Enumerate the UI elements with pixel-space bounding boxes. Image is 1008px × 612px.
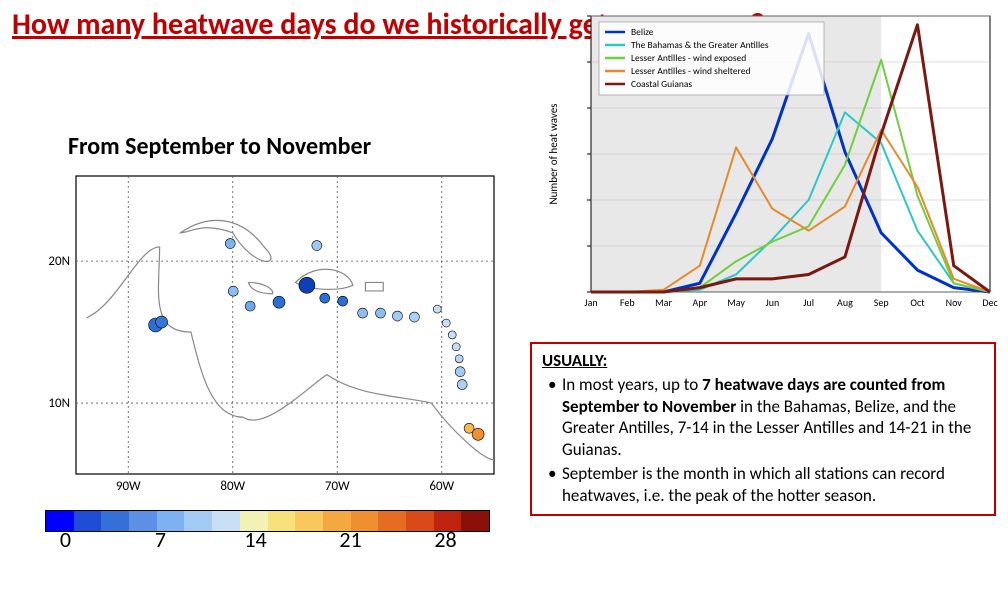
svg-text:Lesser Antilles - wind shelter: Lesser Antilles - wind sheltered (631, 65, 750, 77)
svg-text:Jan: Jan (584, 296, 597, 309)
svg-text:90W: 90W (116, 479, 141, 494)
svg-text:10N: 10N (48, 396, 70, 411)
svg-text:Nov: Nov (946, 296, 963, 309)
svg-text:Number of heat waves: Number of heat waves (547, 104, 560, 205)
subtitle: From September to November (68, 132, 371, 161)
svg-text:Lesser Antilles - wind exposed: Lesser Antilles - wind exposed (631, 52, 746, 64)
svg-text:Mar: Mar (655, 296, 672, 309)
svg-text:80W: 80W (220, 479, 245, 494)
svg-text:Apr: Apr (693, 296, 708, 309)
info-heading: USUALLY: (542, 350, 984, 372)
svg-text:Coastal Guianas: Coastal Guianas (631, 78, 692, 90)
svg-text:The Bahamas & the Greater Anti: The Bahamas & the Greater Antilles (631, 39, 769, 51)
svg-text:May: May (727, 296, 745, 309)
svg-text:20N: 20N (48, 254, 70, 269)
svg-text:Belize: Belize (631, 26, 654, 38)
svg-text:Dec: Dec (982, 296, 998, 309)
svg-text:60W: 60W (429, 479, 454, 494)
map-figure: 10N 20N 90W 80W 70W 60W (36, 170, 506, 510)
svg-text:Sep: Sep (874, 296, 889, 309)
svg-text:Aug: Aug (837, 296, 853, 309)
svg-text:Jul: Jul (803, 296, 814, 309)
info-bullet-1: In most years, up to 7 heatwave days are… (544, 374, 984, 461)
info-bullet-2: September is the month in which all stat… (544, 463, 984, 507)
svg-text:Oct: Oct (910, 296, 925, 309)
svg-text:Jun: Jun (766, 296, 780, 309)
colorbar-ticks: 07142128 (18, 526, 538, 553)
svg-text:70W: 70W (325, 479, 350, 494)
svg-text:Feb: Feb (620, 296, 635, 309)
line-chart: Jan Feb Mar Apr May Jun Jul Aug Sep Oct Nov Dec Numb… (543, 8, 998, 318)
info-box: USUALLY: In most years, up to 7 heatwave… (530, 342, 996, 516)
